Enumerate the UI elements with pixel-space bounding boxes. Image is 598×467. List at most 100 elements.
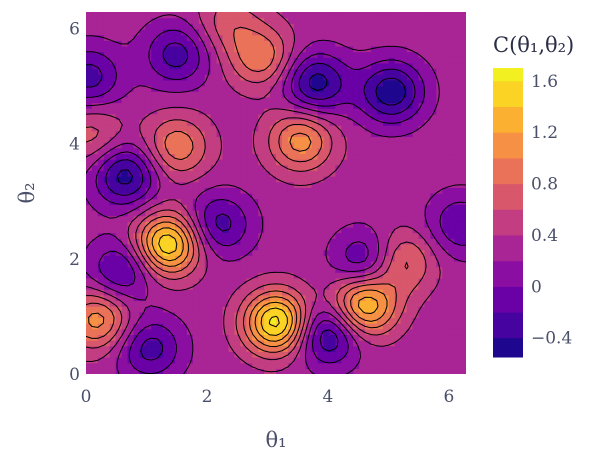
contour-cell <box>210 232 218 239</box>
contour-cell <box>305 238 313 245</box>
contour-cell <box>323 289 331 296</box>
contour-cell <box>222 96 230 104</box>
contour-cell <box>115 34 123 41</box>
contour-cell <box>151 147 158 155</box>
contour-cell <box>222 289 230 296</box>
contour-cell <box>258 266 265 273</box>
contour-cell <box>234 74 241 81</box>
contour-cell <box>371 187 378 194</box>
contour-cell <box>86 317 93 324</box>
contour-cell <box>460 40 466 47</box>
contour-cell <box>436 40 443 47</box>
contour-cell <box>91 85 99 92</box>
contour-cell <box>234 289 241 296</box>
contour-cell <box>252 170 259 177</box>
contour-cell <box>198 91 206 98</box>
contour-cell <box>145 85 152 92</box>
contour-cell <box>198 62 206 70</box>
contour-cell <box>281 215 289 222</box>
contour-cell <box>97 209 105 217</box>
contour-cell <box>252 300 259 307</box>
x-tick-label: 6 <box>443 387 454 407</box>
contour-cell <box>388 153 396 160</box>
contour-cell <box>287 28 295 36</box>
contour-cell <box>376 357 384 364</box>
contour-cell <box>287 317 295 324</box>
contour-cell <box>216 23 224 30</box>
contour-cell <box>240 215 247 222</box>
contour-cell <box>246 232 253 239</box>
contour-cell <box>353 108 360 115</box>
contour-cell <box>145 306 152 313</box>
contour-cell <box>460 176 466 183</box>
contour-cell <box>204 102 212 109</box>
contour-cell <box>323 193 331 200</box>
contour-cell <box>281 181 289 188</box>
contour-cell <box>246 68 253 75</box>
contour-cell <box>109 272 117 279</box>
contour-cell <box>276 238 283 245</box>
contour-cell <box>293 176 301 183</box>
contour-cell <box>175 45 182 53</box>
contour-cell <box>103 57 111 64</box>
contour-cell <box>109 176 117 183</box>
contour-cell <box>139 102 146 109</box>
contour-cell <box>276 340 283 347</box>
contour-cell <box>317 249 325 256</box>
contour-cell <box>252 12 259 19</box>
contour-cell <box>115 119 123 126</box>
contour-cell <box>293 272 301 279</box>
contour-cell <box>258 334 265 341</box>
contour-cell <box>376 147 384 155</box>
contour-cell <box>252 45 259 53</box>
contour-cell <box>454 243 461 251</box>
contour-cell <box>91 289 99 296</box>
contour-cell <box>442 96 449 104</box>
contour-cell <box>169 170 176 177</box>
contour-cell <box>210 249 218 256</box>
contour-cell <box>382 193 390 200</box>
contour-cell <box>317 96 325 104</box>
contour-cell <box>115 23 123 30</box>
contour-cell <box>460 147 466 155</box>
contour-cell <box>210 91 218 98</box>
contour-cell <box>287 272 295 279</box>
contour-cell <box>157 209 164 217</box>
contour-cell <box>91 294 99 302</box>
contour-cell <box>163 204 170 211</box>
contour-cell <box>121 130 129 138</box>
contour-cell <box>293 170 301 177</box>
contour-cell <box>163 108 170 115</box>
contour-cell <box>276 204 283 211</box>
contour-cell <box>323 351 331 358</box>
contour-cell <box>186 204 194 211</box>
contour-cell <box>86 238 93 245</box>
contour-cell <box>198 221 206 228</box>
contour-cell <box>270 221 277 228</box>
contour-cell <box>412 153 420 160</box>
contour-cell <box>234 159 241 166</box>
contour-cell <box>281 306 289 313</box>
colorbar-tick-label: 1.6 <box>531 72 558 92</box>
contour-cell <box>353 147 360 155</box>
contour-cell <box>311 62 319 70</box>
contour-cell <box>151 368 158 374</box>
contour-cell <box>139 187 146 194</box>
contour-cell <box>91 323 99 330</box>
contour-cell <box>382 238 390 245</box>
contour-cell <box>163 357 170 364</box>
contour-cell <box>448 323 455 330</box>
contour-cell <box>376 142 384 149</box>
contour-cell <box>204 125 212 132</box>
contour-cell <box>145 181 152 188</box>
contour-cell <box>270 249 277 256</box>
contour-cell <box>210 28 218 36</box>
contour-cell <box>109 255 117 262</box>
contour-cell <box>365 119 372 126</box>
contour-cell <box>181 119 188 126</box>
contour-cell <box>323 17 331 24</box>
contour-cell <box>91 238 99 245</box>
contour-cell <box>347 159 354 166</box>
contour-cell <box>436 119 443 126</box>
contour-cell <box>204 12 212 19</box>
